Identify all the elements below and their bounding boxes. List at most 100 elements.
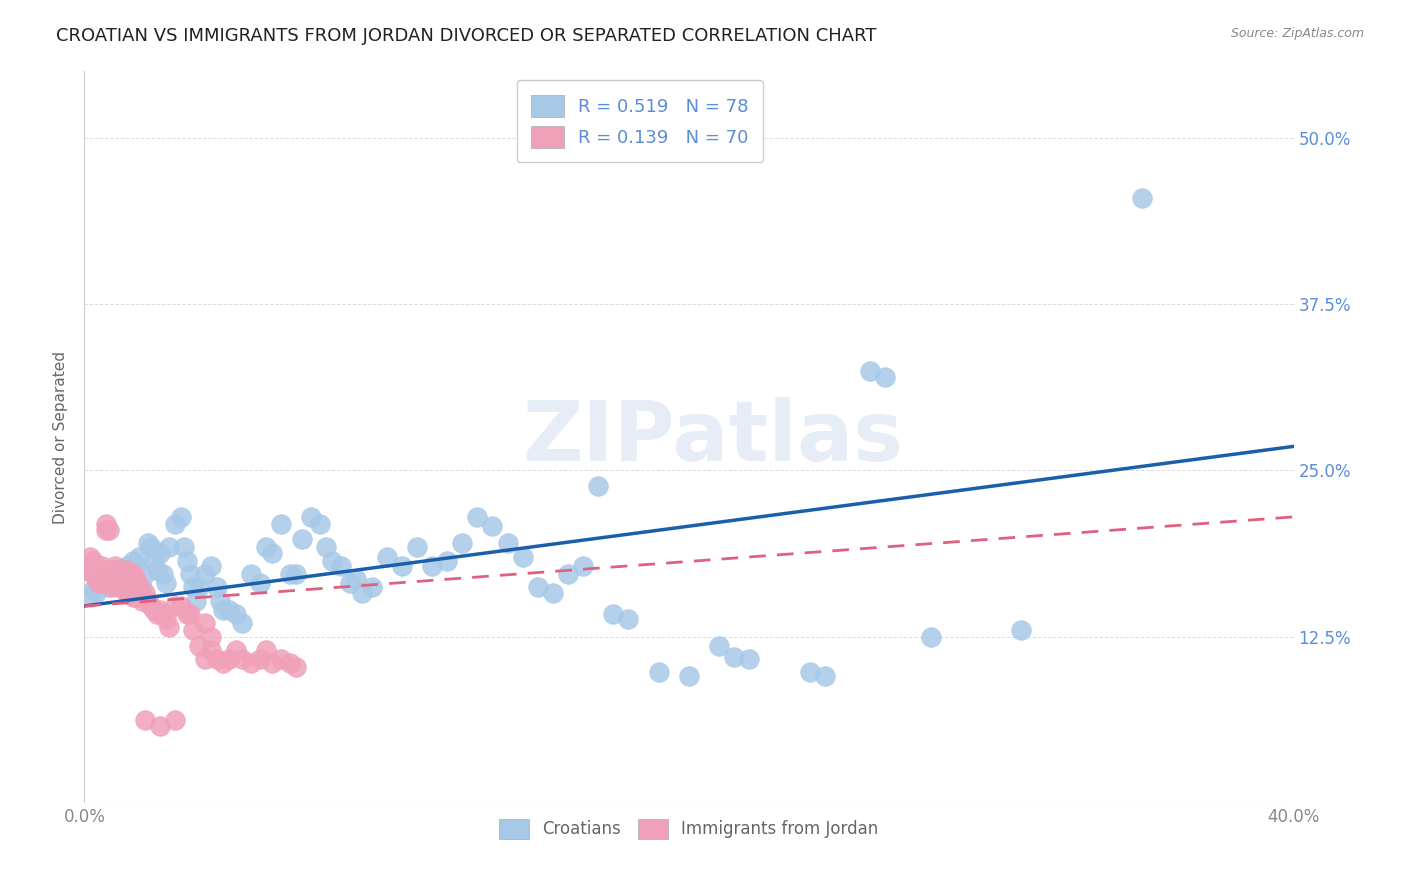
- Point: [339, 576, 361, 591]
- Point: [541, 585, 564, 599]
- Point: [512, 549, 534, 564]
- Point: [194, 652, 217, 666]
- Point: [112, 570, 135, 584]
- Point: [110, 576, 132, 591]
- Point: [107, 567, 129, 582]
- Point: [152, 567, 174, 582]
- Point: [76, 563, 98, 577]
- Y-axis label: Divorced or Separated: Divorced or Separated: [53, 351, 69, 524]
- Point: [121, 590, 143, 604]
- Point: [146, 607, 169, 621]
- Point: [125, 559, 148, 574]
- Point: [270, 516, 292, 531]
- Point: [100, 563, 122, 577]
- Point: [121, 567, 143, 582]
- Point: [406, 541, 429, 555]
- Point: [79, 590, 101, 604]
- Point: [82, 567, 104, 582]
- Point: [572, 559, 595, 574]
- Point: [104, 563, 127, 577]
- Point: [128, 580, 150, 594]
- Point: [391, 559, 413, 574]
- Point: [86, 559, 108, 574]
- Point: [134, 714, 156, 728]
- Point: [139, 541, 162, 555]
- Point: [139, 599, 162, 613]
- Point: [709, 639, 731, 653]
- Point: [165, 714, 187, 728]
- Point: [170, 599, 193, 613]
- Point: [496, 536, 519, 550]
- Point: [125, 590, 148, 604]
- Point: [107, 580, 129, 594]
- Point: [157, 620, 180, 634]
- Point: [249, 576, 271, 591]
- Point: [136, 536, 159, 550]
- Point: [118, 585, 141, 599]
- Point: [91, 576, 114, 591]
- Point: [270, 652, 292, 666]
- Point: [212, 656, 235, 670]
- Point: [291, 533, 314, 547]
- Point: [89, 576, 111, 591]
- Point: [249, 652, 271, 666]
- Point: [82, 582, 104, 597]
- Text: CROATIAN VS IMMIGRANTS FROM JORDAN DIVORCED OR SEPARATED CORRELATION CHART: CROATIAN VS IMMIGRANTS FROM JORDAN DIVOR…: [56, 27, 877, 45]
- Point: [94, 516, 117, 531]
- Point: [451, 536, 474, 550]
- Point: [97, 523, 120, 537]
- Point: [155, 612, 177, 626]
- Point: [527, 580, 550, 594]
- Point: [179, 567, 201, 582]
- Point: [467, 509, 489, 524]
- Point: [118, 567, 141, 582]
- Point: [181, 580, 204, 594]
- Point: [188, 580, 211, 594]
- Point: [136, 593, 159, 607]
- Point: [617, 612, 640, 626]
- Point: [738, 652, 761, 666]
- Point: [200, 559, 222, 574]
- Point: [875, 370, 897, 384]
- Point: [194, 616, 217, 631]
- Point: [91, 576, 114, 591]
- Point: [118, 563, 141, 577]
- Point: [1130, 191, 1153, 205]
- Point: [254, 541, 277, 555]
- Point: [814, 669, 837, 683]
- Point: [194, 567, 217, 582]
- Point: [125, 573, 148, 587]
- Text: ZIPatlas: ZIPatlas: [523, 397, 904, 477]
- Point: [231, 616, 253, 631]
- Point: [260, 546, 283, 560]
- Point: [115, 559, 138, 574]
- Point: [104, 559, 127, 574]
- Point: [149, 719, 172, 733]
- Point: [602, 607, 624, 621]
- Point: [481, 519, 503, 533]
- Point: [128, 549, 150, 564]
- Point: [149, 546, 172, 560]
- Point: [239, 567, 262, 582]
- Point: [207, 580, 229, 594]
- Point: [115, 563, 138, 577]
- Point: [188, 639, 211, 653]
- Point: [799, 665, 821, 680]
- Point: [100, 570, 122, 584]
- Point: [420, 559, 443, 574]
- Point: [285, 567, 308, 582]
- Point: [97, 563, 120, 577]
- Point: [557, 567, 579, 582]
- Point: [239, 656, 262, 670]
- Point: [79, 549, 101, 564]
- Point: [278, 567, 301, 582]
- Point: [176, 607, 198, 621]
- Point: [859, 363, 882, 377]
- Point: [146, 563, 169, 577]
- Point: [678, 669, 700, 683]
- Point: [97, 580, 120, 594]
- Point: [225, 643, 247, 657]
- Legend: Croatians, Immigrants from Jordan: Croatians, Immigrants from Jordan: [492, 812, 886, 846]
- Point: [260, 656, 283, 670]
- Point: [157, 541, 180, 555]
